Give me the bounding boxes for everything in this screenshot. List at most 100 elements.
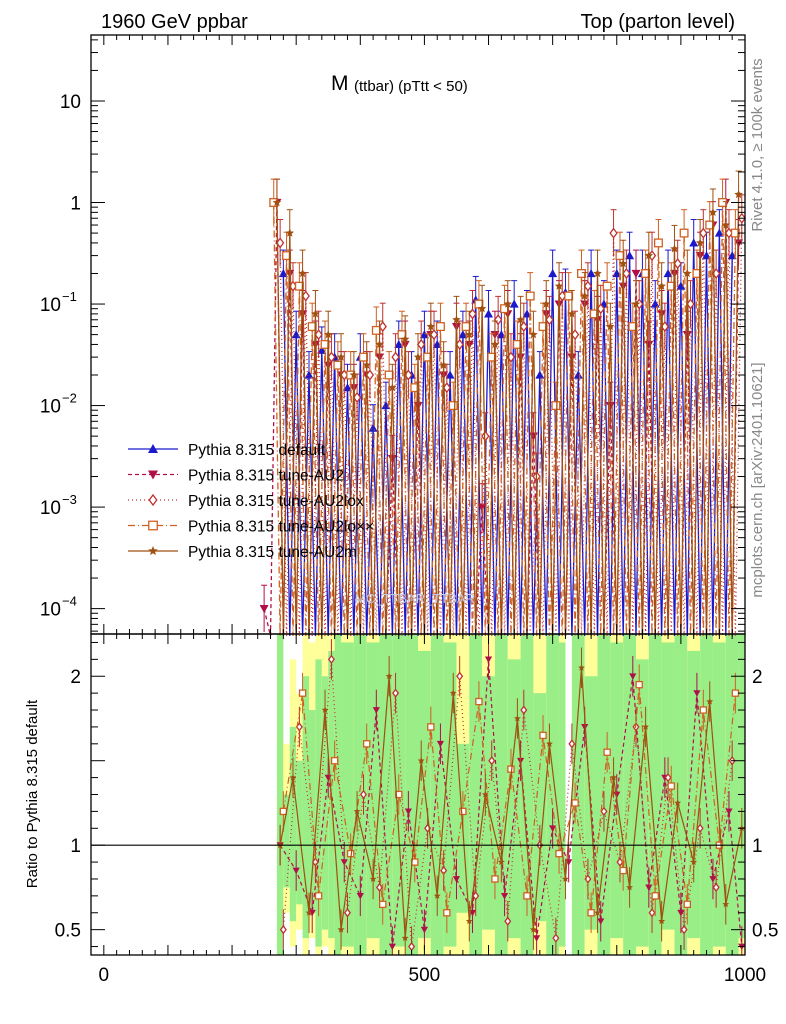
series-0-point xyxy=(381,401,391,410)
series-2-point xyxy=(493,314,503,326)
series-4-point xyxy=(516,315,525,324)
band-green-9 xyxy=(334,634,342,955)
ratio-0-point xyxy=(404,808,412,815)
ratio-3-point xyxy=(690,858,698,865)
series-0-point xyxy=(714,228,724,237)
series-4-point xyxy=(349,370,359,379)
ratio-0-point xyxy=(388,943,396,951)
series-2-point xyxy=(519,320,528,333)
ratio-1-point xyxy=(343,908,351,918)
x-tick-label-0: 0 xyxy=(99,965,110,986)
series-0-point xyxy=(419,330,429,339)
y-tick-label-4: 10 xyxy=(40,498,61,519)
band-green-6 xyxy=(315,659,322,947)
series-0-point xyxy=(317,345,327,354)
series-4-point xyxy=(618,259,628,268)
ratio-3-point xyxy=(337,926,345,933)
series-2-point xyxy=(622,267,631,280)
ratio-3-point xyxy=(674,799,682,806)
series-0-point xyxy=(650,299,660,308)
series-3-point xyxy=(359,352,368,362)
ratio-2-point xyxy=(330,757,339,765)
series-2-point xyxy=(583,280,593,292)
band-green-38 xyxy=(700,634,713,955)
ratio-3-point xyxy=(530,926,537,933)
series-0-point xyxy=(394,339,404,349)
ratio-2-point xyxy=(395,790,403,799)
ratio-3-point xyxy=(449,689,457,696)
series-2-point xyxy=(609,227,618,239)
header-left: 1960 GeV ppbar xyxy=(101,11,248,33)
series-0-point xyxy=(445,370,455,379)
ratio-2-point xyxy=(619,866,627,875)
series-4-point xyxy=(683,269,692,278)
series-2-point xyxy=(365,369,375,381)
ratio-2-point xyxy=(635,680,643,689)
ratio-0-point xyxy=(725,808,733,815)
ratio-0-point xyxy=(484,656,493,663)
y-tick-exponent-4: −3 xyxy=(62,492,77,507)
series-3-point xyxy=(371,325,381,335)
ratio-0-point xyxy=(581,724,589,731)
ratio-3-point xyxy=(594,909,601,916)
ratio-0-point xyxy=(709,876,717,883)
ratio-1-point xyxy=(472,891,480,901)
series-4-point xyxy=(400,334,410,343)
series-0-point xyxy=(663,268,673,278)
ratio-tick-label-left-0: 2 xyxy=(70,667,81,688)
series-1-point xyxy=(387,455,397,464)
ratio-3-point xyxy=(706,698,714,705)
series-4-point xyxy=(580,291,589,300)
ratio-2-point xyxy=(523,892,531,900)
series-4-point xyxy=(734,190,743,199)
ratio-2-point xyxy=(651,892,659,900)
series-2-point xyxy=(545,314,554,326)
series-line-0 xyxy=(282,233,733,637)
ratio-2-point xyxy=(539,731,547,740)
ratio-1-point xyxy=(504,916,512,926)
series-3-point xyxy=(461,322,471,332)
ratio-1-point xyxy=(664,772,672,783)
band-green-13 xyxy=(379,634,393,955)
ratio-2-point xyxy=(443,909,451,917)
series-4-point xyxy=(657,281,666,290)
series-4-point xyxy=(452,315,461,324)
ratio-0-point xyxy=(677,909,685,917)
ratio-2-point xyxy=(475,697,483,706)
ratio-3-point xyxy=(305,909,313,916)
ratio-0-point xyxy=(292,867,300,875)
ratio-0-point xyxy=(436,740,445,748)
series-4-point xyxy=(542,299,551,308)
series-4-point xyxy=(388,383,397,392)
ratio-1-point xyxy=(648,908,656,918)
y-tick-exponent-2: −1 xyxy=(62,289,77,304)
ratio-tick-label-right-0: 2 xyxy=(752,667,763,688)
band-green-23 xyxy=(507,659,521,939)
ratio-2-point xyxy=(427,723,435,731)
series-4-point xyxy=(426,322,436,331)
ratio-2-point xyxy=(731,689,740,697)
series-4-point xyxy=(362,360,371,369)
legend-label-1: Pythia 8.315 tune-AU2 xyxy=(188,468,344,485)
series-4-point xyxy=(375,339,384,349)
band-green-1 xyxy=(283,794,290,888)
legend-marker-3 xyxy=(148,520,158,531)
series-0-point xyxy=(509,299,519,308)
series-0-point xyxy=(304,370,314,379)
series-0-point xyxy=(676,281,686,290)
ratio-2-point xyxy=(587,909,595,917)
ratio-3-point xyxy=(433,892,441,899)
ratio-1-point xyxy=(552,933,560,943)
legend-marker-4 xyxy=(148,546,158,555)
band-green-16 xyxy=(418,650,431,939)
series-0-point xyxy=(484,309,494,318)
series-3-point xyxy=(577,269,586,278)
y-tick-exponent-3: −2 xyxy=(62,391,77,406)
series-0-point xyxy=(586,268,596,278)
ratio-y-axis-label: Ratio to Pythia 8.315 default xyxy=(24,699,41,888)
ratio-1-point xyxy=(327,654,335,665)
series-4-point xyxy=(477,304,487,313)
ratio-tick-label-left-1: 1 xyxy=(70,836,81,857)
ratio-0-point xyxy=(629,673,637,680)
series-0-point xyxy=(535,370,545,379)
